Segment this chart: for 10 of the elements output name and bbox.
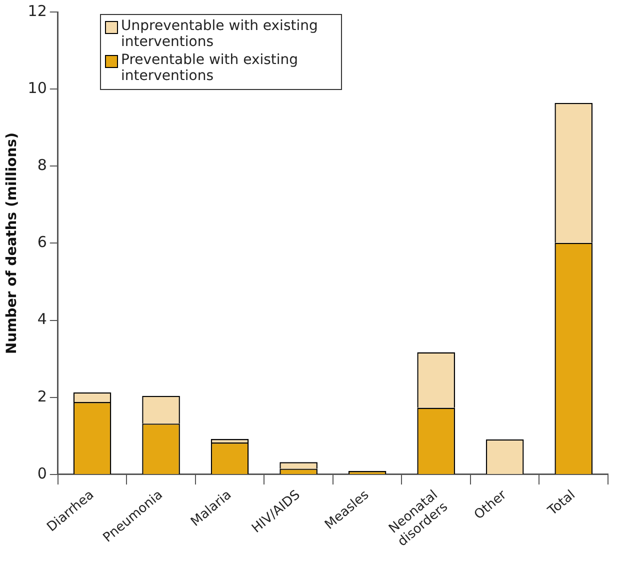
y-tick-label: 4 xyxy=(37,310,47,328)
legend-label: Unpreventable with existing interventions xyxy=(121,18,319,50)
y-tick-label: 10 xyxy=(28,78,47,97)
y-tick-label: 8 xyxy=(37,156,47,174)
y-axis-title: Number of deaths (millions) xyxy=(4,132,20,354)
y-tick-label: 0 xyxy=(37,464,47,482)
y-tick-label: 12 xyxy=(28,2,47,20)
y-tick-label: 6 xyxy=(37,233,47,252)
legend-label: Preventable with existing interventions xyxy=(121,52,300,84)
y-tick-label: 2 xyxy=(37,387,47,406)
